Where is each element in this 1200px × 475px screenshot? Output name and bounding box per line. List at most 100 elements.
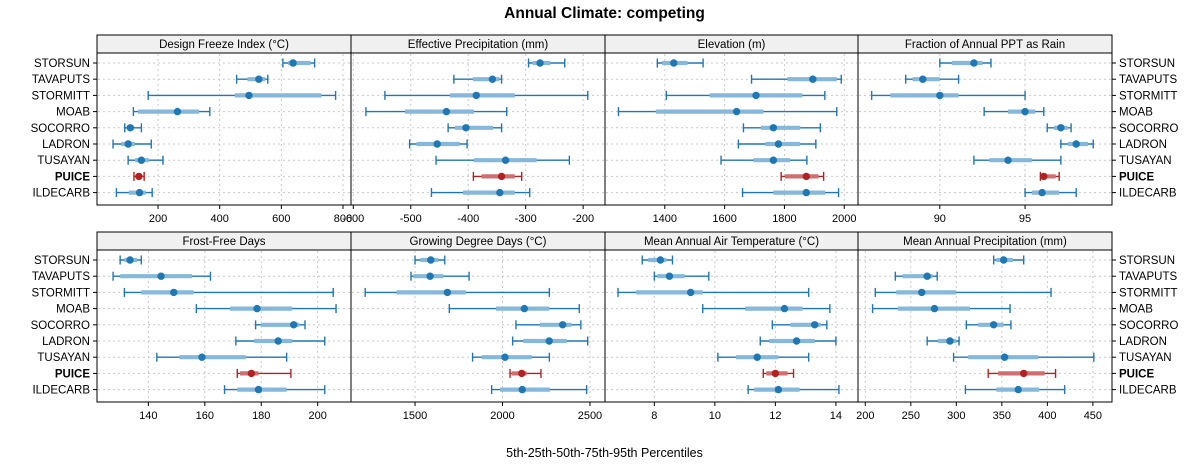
median-dot [752,91,760,100]
site-label-left: TAVAPUTS [32,74,90,86]
median-dot [918,288,926,297]
median-dot [472,91,480,100]
percentiles-ladron [408,139,468,149]
median-dot [126,124,134,132]
percentiles-socorro [1046,123,1072,133]
x-axis-tick-label: 12 [769,410,781,422]
percentiles-puice [472,171,523,181]
percentiles-tavaputs [235,74,269,84]
panel-frost-free-days: 140 160 180 200 Frost-Free Days [96,231,352,422]
x-axis-tick-label: -200 [572,213,594,225]
percentiles-socorro [124,123,143,133]
median-dot [518,369,526,378]
percentiles-stormitt [364,287,551,297]
panel-title: Mean Annual Air Temperature (°C) [644,236,819,248]
site-label-right: ILDECARB [1119,188,1177,200]
median-dot [919,75,927,83]
panel-plot-area [857,52,1113,206]
site-label-left: SOCORRO [31,123,90,135]
percentiles-ladron [926,336,960,346]
percentiles-stormitt [384,90,589,100]
median-dot [923,272,931,280]
x-axis-tick-label: 800 [334,213,352,225]
percentiles-tusayan [435,155,571,165]
x-axis-tick-label: 8 [651,410,657,422]
percentiles-ildecarb [430,188,531,198]
percentiles-tavaputs [905,74,960,84]
percentiles-ladron [235,336,326,346]
median-dot [753,353,761,361]
median-dot [427,256,435,264]
median-dot [1040,172,1048,181]
site-label-right: TUSAYAN [1119,155,1172,167]
site-label-left: PUICE [55,368,90,380]
site-label-left: ILDECARB [32,385,90,397]
percentiles-stormitt [617,287,810,297]
median-dot [462,124,470,132]
panel-elevation-m: 1400 1600 1800 2000 Elevation (m) [604,34,859,225]
median-dot [124,140,132,148]
percentiles-ildecarb [223,385,326,395]
median-dot [545,337,553,345]
median-dot [802,188,810,197]
percentiles-ildecarb [1024,188,1077,198]
panel-title: Design Freeze Index (°C) [159,39,289,51]
percentiles-storsun [282,58,316,68]
median-dot [999,256,1008,264]
x-axis-tick-label: 10 [709,410,721,422]
percentiles-puice [133,171,145,181]
percentiles-ildecarb [964,385,1066,395]
site-label-right: STORMITT [1119,287,1178,299]
x-axis-tick-label: 200 [856,410,874,422]
percentiles-puice [762,368,795,378]
percentiles-tusayan [156,352,288,362]
panel-title: Fraction of Annual PPT as Rain [905,39,1065,51]
median-dot [936,91,944,100]
percentiles-storsun [527,58,566,68]
panel-mean-annual-precipitation-mm: 200 250 300 350 400 450 Mean Annual Precipitat… [856,231,1113,422]
median-dot [774,385,783,394]
median-dot [970,59,978,67]
percentiles-stormitt [147,90,337,100]
x-axis-tick-label: 140 [139,410,157,422]
percentiles-storsun [641,255,674,265]
median-dot [290,321,298,329]
percentiles-tusayan [127,155,164,165]
median-dot [137,156,146,164]
median-dot [771,369,780,378]
x-axis-tick-label: 90 [934,213,946,225]
site-label-right: STORSUN [1119,255,1175,267]
percentiles-moab [195,304,337,314]
site-label-left: STORMITT [31,287,90,299]
median-dot [1038,188,1046,197]
site-label-left: STORMITT [31,90,90,102]
percentiles-socorro [515,320,582,330]
percentiles-ildecarb [747,385,840,395]
median-dot [520,304,529,313]
median-dot [670,59,678,67]
percentiles-ildecarb [741,188,840,198]
median-dot [1014,385,1022,394]
median-dot [989,321,998,329]
site-label-right: PUICE [1119,368,1154,380]
site-label-left: MOAB [56,304,90,316]
x-axis-tick-label: 1600 [712,213,736,225]
x-axis-tick-label: 180 [252,410,270,422]
x-axis-tick-label: -400 [457,213,479,225]
percentiles-socorro [742,123,822,133]
percentiles-moab [871,304,1011,314]
percentiles-ildecarb [490,385,588,395]
percentiles-moab [448,304,580,314]
percentiles-socorro [254,320,306,330]
median-dot [433,140,441,148]
x-axis-tick-label: 1400 [653,213,677,225]
percentiles-moab [702,304,831,314]
median-dot [769,124,778,132]
site-label-right: ILDECARB [1119,385,1177,397]
x-axis-tick-label: 2000 [832,213,856,225]
site-label-right: MOAB [1119,304,1153,316]
x-axis-tick-label: -600 [342,213,364,225]
median-dot [501,353,509,361]
percentiles-puice [780,171,825,181]
median-dot [665,272,674,280]
